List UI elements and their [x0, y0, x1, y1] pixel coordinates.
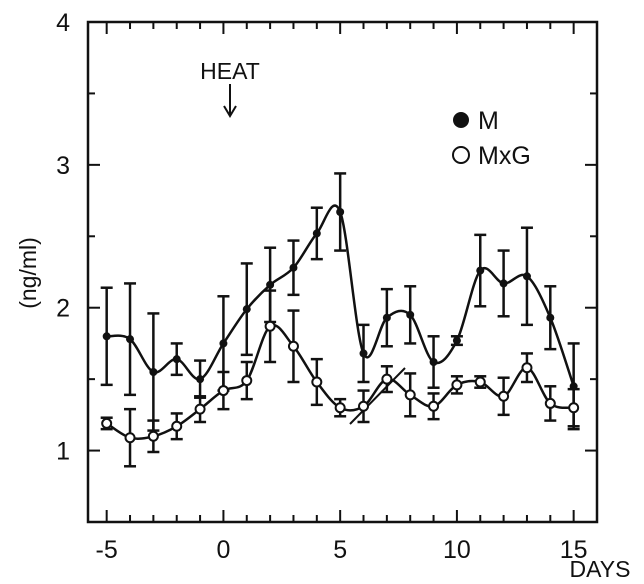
data-point-m — [522, 272, 531, 281]
y-tick-label: 2 — [56, 295, 70, 323]
data-point-mxg — [264, 320, 276, 332]
data-point-mxg — [358, 400, 370, 412]
data-point-mxg — [101, 417, 113, 429]
x-axis-label: DAYS — [570, 556, 631, 582]
data-point-m — [149, 368, 158, 376]
data-point-mxg — [568, 402, 580, 414]
data-point-mxg — [404, 389, 416, 401]
data-point-m — [429, 358, 438, 366]
data-point-mxg — [171, 420, 183, 432]
data-point-m — [172, 355, 181, 364]
data-point-m — [476, 266, 485, 275]
diagonal-mark — [349, 367, 406, 425]
data-point-m — [196, 375, 205, 384]
y-tick-label: 1 — [56, 438, 70, 466]
legend-marker-m — [453, 112, 469, 128]
legend-label-mxg: MxG — [478, 142, 531, 170]
data-point-m — [219, 339, 228, 348]
y-tick-label: 3 — [56, 152, 70, 180]
data-point-m — [126, 335, 135, 344]
data-point-m — [312, 229, 321, 238]
data-point-m — [406, 310, 415, 319]
x-tick-label: 15 — [560, 536, 588, 564]
x-tick-label: 0 — [216, 536, 230, 564]
data-point-mxg — [334, 402, 346, 414]
data-point-m — [242, 305, 251, 314]
data-point-mxg — [287, 340, 299, 352]
data-point-mxg — [451, 379, 463, 391]
x-tick-label: 5 — [333, 536, 347, 564]
y-tick-label: 4 — [56, 9, 70, 37]
data-point-m — [336, 208, 345, 216]
legend: M MxG — [452, 107, 531, 170]
data-point-m — [452, 336, 461, 345]
heat-arrow — [223, 84, 237, 118]
y-axis-label: (ng/ml) — [15, 237, 41, 309]
data-point-mxg — [498, 390, 510, 402]
legend-label-m: M — [478, 107, 499, 135]
data-point-mxg — [194, 403, 206, 415]
data-point-mxg — [241, 375, 253, 387]
plot-area-frame — [86, 20, 599, 524]
data-point-m — [289, 263, 298, 272]
data-point-m — [499, 279, 508, 288]
x-tick-label: -5 — [96, 536, 118, 564]
data-point-mxg — [521, 362, 533, 374]
data-point-m — [359, 349, 368, 358]
legend-marker-mxg — [452, 146, 470, 164]
data-point-m — [102, 332, 111, 341]
heat-annotation: HEAT — [200, 58, 260, 84]
data-point-mxg — [381, 373, 393, 385]
data-point-m — [546, 313, 555, 322]
data-point-mxg — [124, 432, 136, 444]
data-point-mxg — [544, 397, 556, 409]
data-point-m — [382, 313, 391, 322]
x-tick-label: 10 — [443, 536, 471, 564]
data-point-m — [569, 382, 578, 391]
data-point-m — [266, 280, 275, 289]
series-line-m — [106, 204, 575, 387]
data-point-mxg — [147, 430, 159, 442]
data-point-mxg — [428, 400, 440, 412]
data-point-mxg — [474, 376, 486, 388]
data-point-mxg — [311, 376, 323, 388]
data-point-mxg — [217, 385, 229, 397]
